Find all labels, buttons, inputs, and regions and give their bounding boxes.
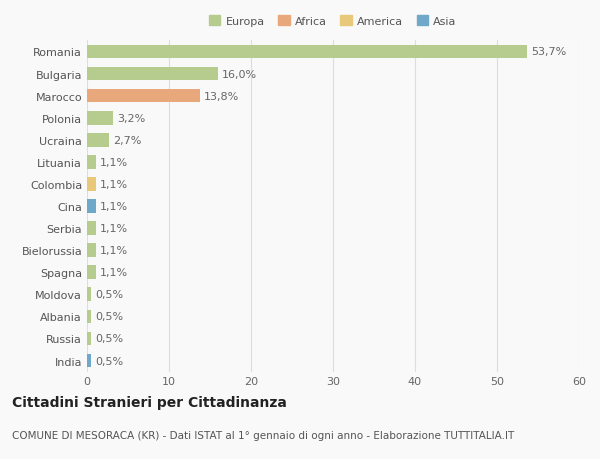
- Text: 2,7%: 2,7%: [113, 135, 142, 146]
- Bar: [87, 112, 113, 125]
- Text: 13,8%: 13,8%: [204, 91, 239, 101]
- Legend: Europa, Africa, America, Asia: Europa, Africa, America, Asia: [207, 14, 459, 29]
- Bar: [87, 67, 218, 81]
- Text: 1,1%: 1,1%: [100, 157, 128, 168]
- Text: 1,1%: 1,1%: [100, 179, 128, 190]
- Bar: [87, 178, 96, 191]
- Text: 16,0%: 16,0%: [222, 69, 257, 79]
- Text: 0,5%: 0,5%: [95, 356, 124, 366]
- Text: COMUNE DI MESORACA (KR) - Dati ISTAT al 1° gennaio di ogni anno - Elaborazione T: COMUNE DI MESORACA (KR) - Dati ISTAT al …: [12, 431, 514, 440]
- Bar: [87, 134, 109, 147]
- Bar: [87, 222, 96, 235]
- Bar: [87, 90, 200, 103]
- Bar: [87, 266, 96, 280]
- Bar: [87, 200, 96, 213]
- Text: Cittadini Stranieri per Cittadinanza: Cittadini Stranieri per Cittadinanza: [12, 395, 287, 409]
- Bar: [87, 288, 91, 302]
- Bar: [87, 156, 96, 169]
- Bar: [87, 45, 527, 59]
- Text: 3,2%: 3,2%: [118, 113, 146, 123]
- Text: 0,5%: 0,5%: [95, 312, 124, 322]
- Bar: [87, 332, 91, 346]
- Text: 0,5%: 0,5%: [95, 334, 124, 344]
- Text: 1,1%: 1,1%: [100, 268, 128, 278]
- Text: 1,1%: 1,1%: [100, 246, 128, 256]
- Bar: [87, 244, 96, 257]
- Text: 1,1%: 1,1%: [100, 202, 128, 212]
- Bar: [87, 310, 91, 324]
- Text: 53,7%: 53,7%: [532, 47, 566, 57]
- Text: 1,1%: 1,1%: [100, 224, 128, 234]
- Text: 0,5%: 0,5%: [95, 290, 124, 300]
- Bar: [87, 354, 91, 368]
